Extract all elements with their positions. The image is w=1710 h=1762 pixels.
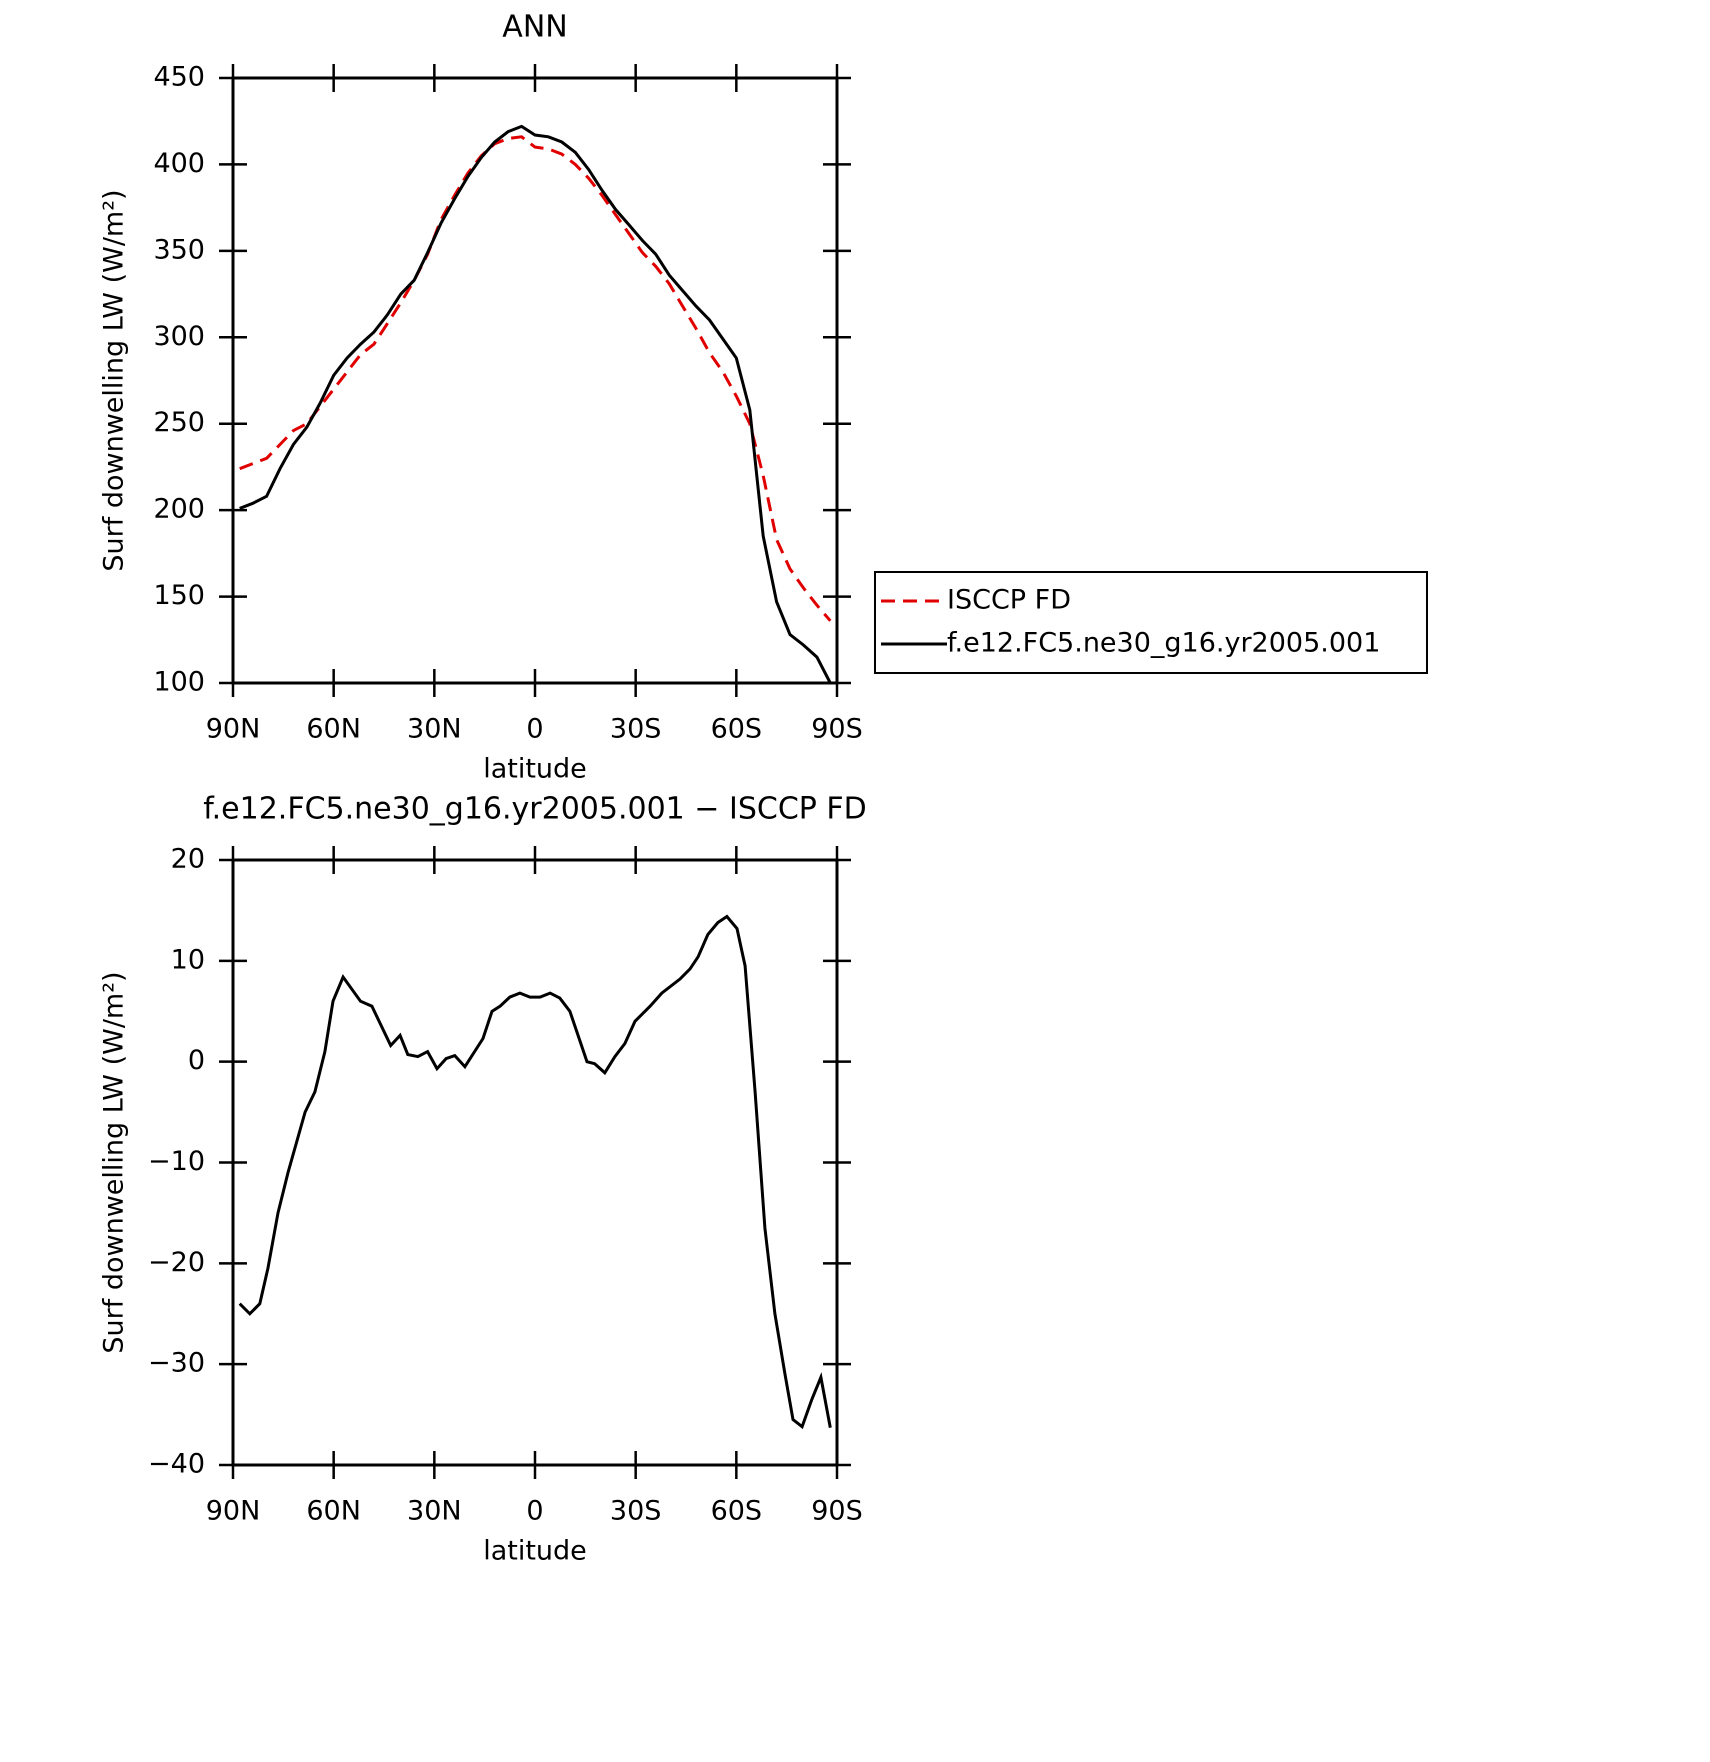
plot-frame [231, 76, 839, 685]
y-tick-label: 250 [153, 407, 205, 438]
y-tick-label: 450 [153, 62, 205, 93]
x-tick-label: 60S [711, 1496, 763, 1527]
x-axis-label: latitude [483, 754, 587, 785]
data-line [239, 124, 832, 684]
x-tick-label: 90S [811, 1496, 863, 1527]
x-tick-label: 60S [711, 714, 763, 745]
y-tick-label: 150 [153, 580, 205, 611]
data-line [238, 914, 832, 1430]
y-tick-label: −10 [148, 1146, 205, 1177]
y-tick-label: 400 [153, 148, 205, 179]
legend-label: ISCCP FD [947, 585, 1071, 616]
x-tick-label: 0 [526, 1496, 543, 1527]
x-tick-label: 30S [610, 1496, 662, 1527]
x-tick-label: 0 [526, 714, 543, 745]
x-tick-label: 30S [610, 714, 662, 745]
y-tick-label: 20 [171, 844, 205, 875]
y-axis-label: Surf downwelling LW (W/m²) [99, 189, 130, 571]
chart-title: ANN [502, 10, 567, 45]
y-tick-label: 10 [171, 944, 205, 975]
y-axis-label: Surf downwelling LW (W/m²) [99, 971, 130, 1353]
y-tick-label: 200 [153, 494, 205, 525]
legend-box [874, 571, 1428, 674]
y-tick-label: −20 [148, 1247, 205, 1278]
y-tick-label: −30 [148, 1348, 205, 1379]
data-line [239, 135, 832, 622]
y-tick-label: 0 [188, 1045, 205, 1076]
chart-title: f.e12.FC5.ne30_g16.yr2005.001 − ISCCP FD [203, 792, 867, 827]
plot-frame [231, 858, 839, 1467]
legend-label: f.e12.FC5.ne30_g16.yr2005.001 [947, 628, 1380, 659]
x-tick-label: 90N [206, 714, 261, 745]
y-tick-label: −40 [148, 1449, 205, 1480]
x-tick-label: 90N [206, 1496, 261, 1527]
y-tick-label: 350 [153, 234, 205, 265]
x-tick-label: 30N [407, 1496, 462, 1527]
y-tick-label: 100 [153, 667, 205, 698]
x-tick-label: 30N [407, 714, 462, 745]
x-axis-label: latitude [483, 1536, 587, 1567]
x-tick-label: 60N [306, 714, 361, 745]
y-tick-label: 300 [153, 321, 205, 352]
x-tick-label: 90S [811, 714, 863, 745]
x-tick-label: 60N [306, 1496, 361, 1527]
